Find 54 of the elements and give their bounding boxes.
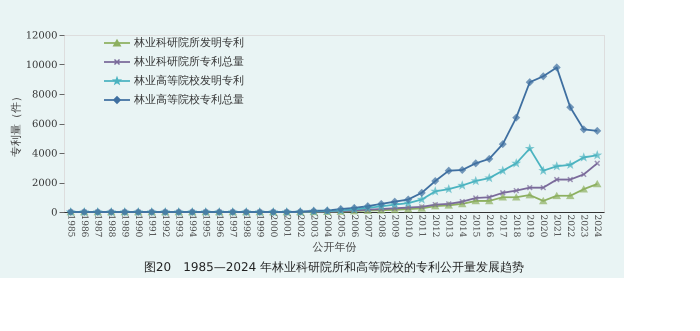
x-tick-label: 2003 (308, 214, 318, 238)
x-tick-label: 2014 (456, 214, 467, 238)
x-tick-label: 2012 (430, 214, 440, 238)
x-tick-label: 2022 (564, 214, 575, 238)
x-tick-label: 1985 (65, 214, 76, 238)
x-tick-label: 2017 (497, 214, 508, 238)
x-tick-label: 2013 (443, 214, 454, 238)
x-tick-label: 2004 (322, 214, 332, 238)
x-tick-label: 2018 (510, 214, 521, 238)
x-tick-label: 1989 (119, 214, 130, 238)
x-tick-label: 2008 (376, 214, 386, 238)
y-tick-label: 4000 (32, 148, 58, 160)
x-tick-label: 2002 (294, 214, 305, 238)
x-tick-label: 2005 (335, 214, 346, 238)
legend-label: 林业高等院校专利总量 (133, 93, 244, 106)
x-tick-label: 2006 (348, 214, 359, 238)
x-tick-label: 1991 (146, 214, 156, 238)
x-tick-label: 2011 (416, 214, 426, 238)
legend-label: 林业科研院所专利总量 (133, 55, 244, 68)
x-tick-label: 2021 (551, 214, 562, 238)
x-tick-label: 1998 (240, 214, 251, 238)
x-tick-label: 1988 (106, 214, 116, 238)
x-tick-label: 2001 (281, 214, 292, 238)
caption: 图20 1985—2024 年林业科研院所和高等院校的专利公开量发展趋势 (144, 260, 524, 274)
y-tick-label: 10000 (26, 60, 58, 71)
x-tick-label: 1993 (173, 214, 184, 238)
x-tick-label: 2010 (402, 214, 413, 238)
x-tick-label: 1994 (186, 214, 197, 238)
x-tick-label: 2024 (592, 214, 602, 238)
x-tick-label: 1997 (227, 214, 238, 238)
x-tick-label: 2009 (389, 214, 400, 238)
x-tick-label: 2007 (362, 214, 372, 238)
y-tick-label: 12000 (26, 30, 58, 42)
x-tick-label: 2019 (524, 214, 534, 238)
x-tick-label: 1995 (200, 214, 210, 238)
x-tick-label: 2020 (538, 214, 548, 238)
x-tick-label: 1992 (160, 214, 170, 238)
y-tick-label: 8000 (32, 90, 58, 100)
x-tick-label: 2000 (268, 214, 278, 238)
x-axis-title: 公开年份 (312, 240, 356, 254)
y-tick-label: 6000 (32, 119, 58, 130)
x-tick-label: 2023 (578, 214, 588, 238)
x-tick-label: 1987 (92, 214, 102, 238)
x-tick-label: 1996 (214, 214, 224, 238)
y-tick-label: 0 (51, 208, 58, 218)
x-tick-label: 1990 (132, 214, 143, 238)
legend-label: 林业高等院校发明专利 (133, 74, 244, 87)
y-axis-title: 专利量（件） (10, 91, 23, 157)
x-tick-label: 1999 (254, 214, 264, 238)
legend-label: 林业科研院所发明专利 (133, 36, 244, 49)
y-tick-label: 2000 (32, 178, 58, 189)
x-tick-label: 1986 (78, 214, 89, 238)
x-tick-label: 2016 (484, 214, 494, 238)
x-tick-label: 2015 (470, 214, 480, 238)
